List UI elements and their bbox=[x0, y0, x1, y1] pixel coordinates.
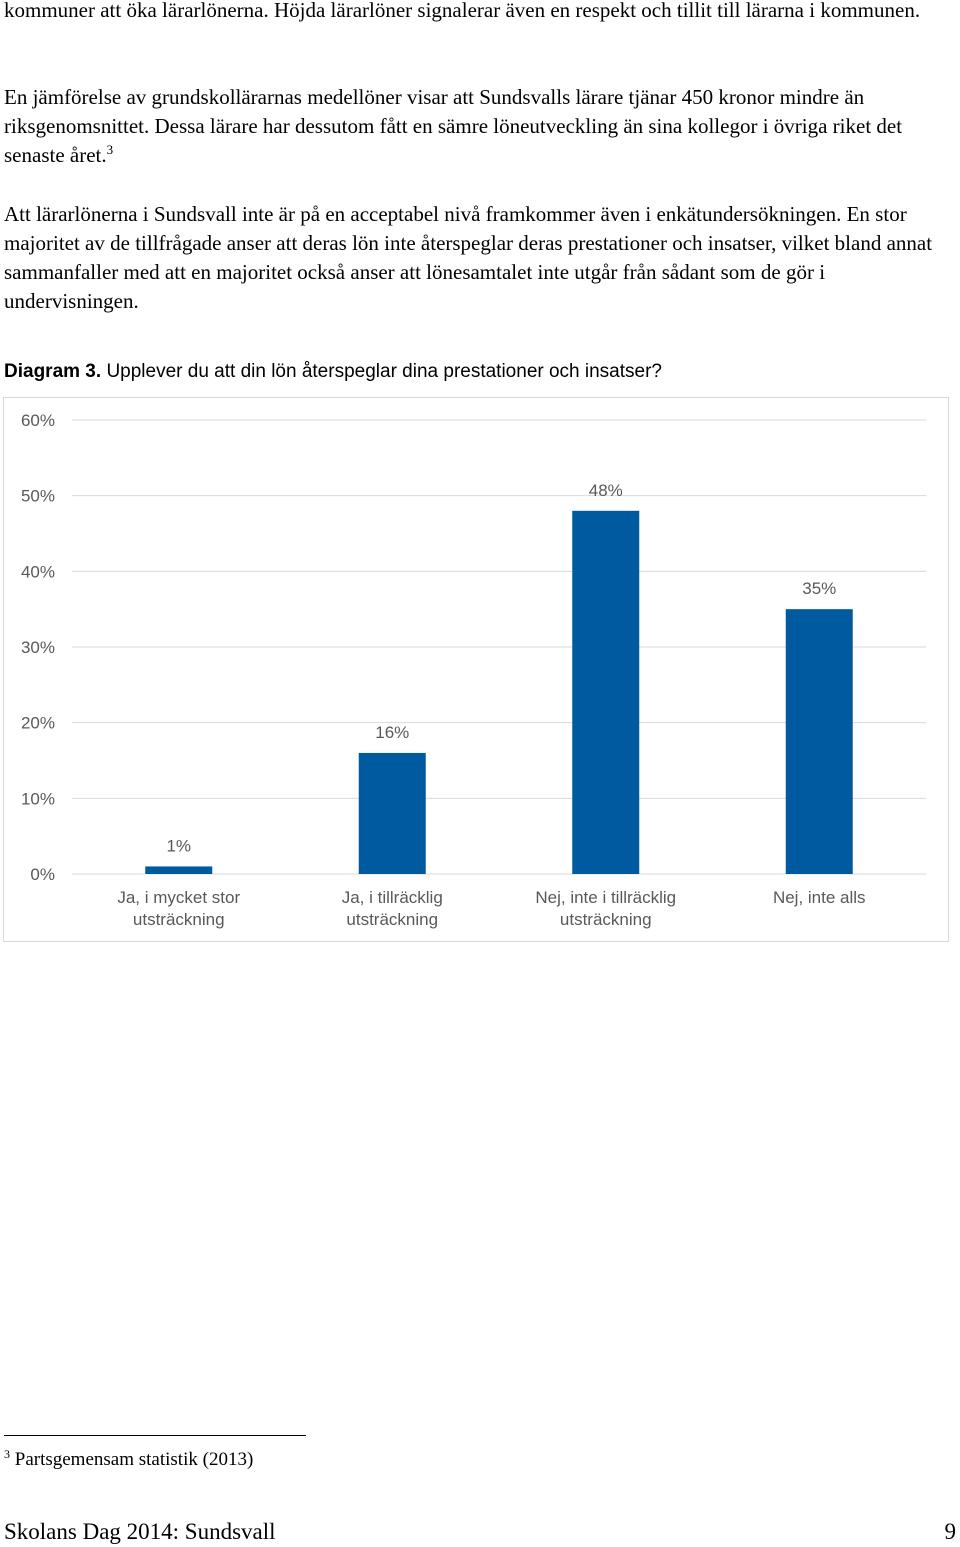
chart-frame bbox=[3, 397, 949, 942]
data-label: 1% bbox=[166, 836, 191, 855]
footnote-text: Partsgemensam statistik (2013) bbox=[14, 1449, 254, 1470]
y-tick-label: 50% bbox=[21, 487, 55, 506]
data-label: 35% bbox=[802, 579, 836, 598]
x-tick-label: Ja, i tillräcklig utsträckning bbox=[342, 888, 443, 929]
bar bbox=[785, 609, 853, 874]
x-tick-label: Ja, i mycket stor utsträckning bbox=[117, 888, 240, 929]
y-tick-label: 30% bbox=[21, 638, 55, 657]
y-tick-label: 60% bbox=[21, 411, 55, 430]
diagram-question: Upplever du att din lön återspeglar dina… bbox=[106, 361, 662, 382]
body-paragraph-3: Att lärarlönerna i Sundsvall inte är på … bbox=[4, 200, 956, 316]
data-label: 48% bbox=[589, 481, 623, 500]
body-paragraph-2: En jämförelse av grundskollärarnas medel… bbox=[4, 83, 956, 170]
paragraph-1-text: kommuner att öka lärarlönerna. Höjda lär… bbox=[4, 0, 921, 22]
y-tick-label: 40% bbox=[21, 562, 55, 581]
bar-chart: 0% 10% 20% 30% 40% 50% 60% 1% Ja, i mycket stor u… bbox=[21, 411, 926, 929]
body-paragraph-1: kommuner att öka lärarlönerna. Höjda lär… bbox=[4, 0, 956, 25]
paragraph-3-text: Att lärarlönerna i Sundsvall inte är på … bbox=[4, 202, 933, 313]
y-tick-label: 0% bbox=[30, 865, 55, 884]
diagram-caption: Diagram 3. Upplever du att din lön åters… bbox=[4, 359, 662, 385]
footnote-reference[interactable]: 3 bbox=[106, 142, 114, 157]
y-tick-label: 10% bbox=[21, 789, 55, 808]
footnote-divider bbox=[4, 1435, 306, 1436]
footer-page-number: 9 bbox=[944, 1519, 957, 1544]
data-label: 16% bbox=[375, 723, 409, 742]
bar bbox=[145, 866, 213, 874]
x-tick-label: Nej, inte alls bbox=[773, 888, 866, 907]
y-tick-label: 20% bbox=[21, 714, 55, 733]
bar bbox=[572, 510, 640, 874]
footnote-number: 3 bbox=[4, 1447, 10, 1461]
x-tick-label: Nej, inte i tillräcklig utsträckning bbox=[535, 888, 676, 929]
footnote: 3 Partsgemensam statistik (2013) bbox=[4, 1447, 253, 1473]
paragraph-2-text: En jämförelse av grundskollärarnas medel… bbox=[4, 85, 903, 167]
diagram-label: Diagram 3. bbox=[4, 361, 102, 382]
bar bbox=[358, 752, 426, 874]
footer-document-title: Skolans Dag 2014: Sundsvall bbox=[4, 1519, 276, 1544]
